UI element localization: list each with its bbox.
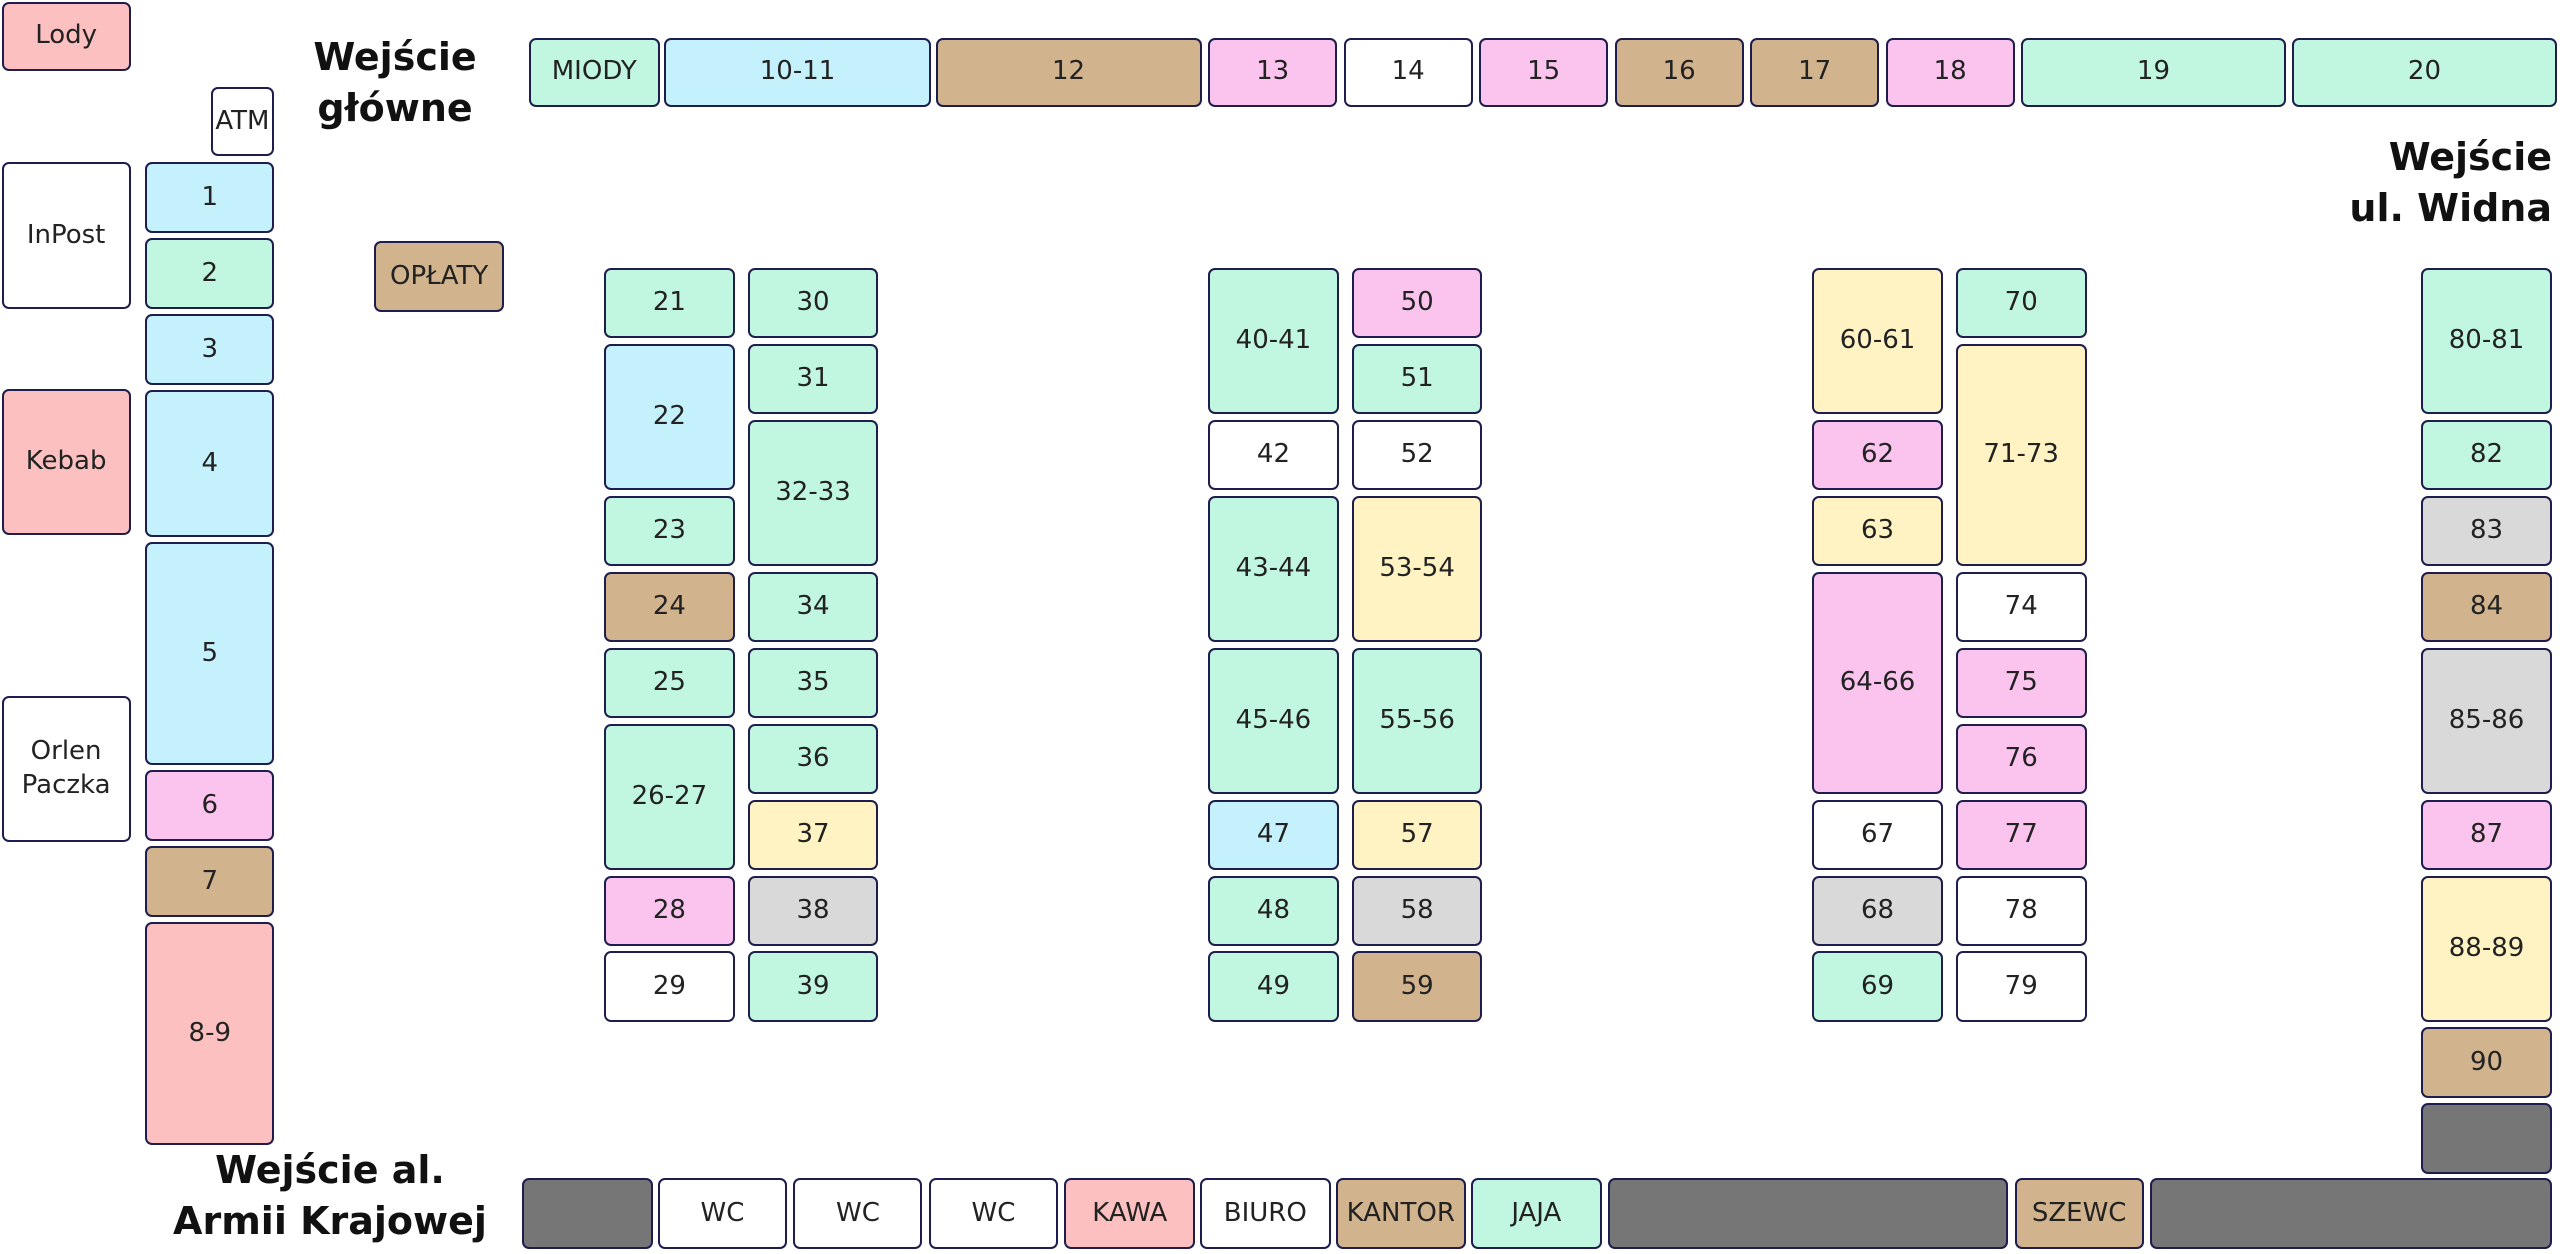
stall: 30 — [747, 267, 879, 338]
stall: 50 — [1351, 267, 1483, 338]
stall: 43-44 — [1208, 495, 1339, 642]
stall: 87 — [2421, 799, 2552, 870]
stall: BIURO — [1200, 1178, 1331, 1250]
stall: 20 — [2292, 37, 2557, 107]
stall: 49 — [1208, 951, 1339, 1022]
stall: 2 — [145, 238, 275, 309]
stall: 1 — [145, 162, 275, 233]
stall: 38 — [747, 875, 879, 946]
stall: 3 — [145, 314, 275, 385]
stall: 17 — [1750, 37, 1880, 107]
stall: 90 — [2421, 1027, 2552, 1098]
stall: 76 — [1955, 723, 2087, 794]
stall: 35 — [747, 647, 879, 718]
stall: Kebab — [1, 389, 131, 536]
stall: 15 — [1479, 37, 1609, 107]
stall: 19 — [2021, 37, 2286, 107]
stall: 52 — [1351, 419, 1483, 490]
stall: 32-33 — [747, 419, 879, 566]
stall: 23 — [604, 495, 735, 566]
stall: JAJA — [1471, 1178, 1602, 1250]
stall: 48 — [1208, 875, 1339, 946]
stall: 12 — [935, 37, 1202, 107]
stall — [2421, 1103, 2552, 1174]
stall: 5 — [145, 542, 275, 765]
stall: KAWA — [1064, 1178, 1196, 1250]
stall — [1608, 1178, 2009, 1250]
stall: 75 — [1955, 647, 2087, 718]
stall: 69 — [1812, 951, 1943, 1022]
stall: 88-89 — [2421, 875, 2552, 1022]
stall: Lody — [1, 1, 131, 71]
stall: 29 — [604, 951, 735, 1022]
stall: 42 — [1208, 419, 1339, 490]
stall: 83 — [2421, 495, 2552, 566]
stall: 37 — [747, 799, 879, 870]
stall: 80-81 — [2421, 267, 2552, 414]
stall: 8-9 — [145, 922, 275, 1145]
stall: 7 — [145, 846, 275, 917]
stall: 36 — [747, 723, 879, 794]
stall: 18 — [1885, 37, 2015, 107]
stall: 74 — [1955, 571, 2087, 642]
stall: 45-46 — [1208, 647, 1339, 794]
stall: 79 — [1955, 951, 2087, 1022]
stall — [522, 1178, 654, 1250]
stall: 25 — [604, 647, 735, 718]
stall: 77 — [1955, 799, 2087, 870]
stall: 59 — [1351, 951, 1483, 1022]
stall: 47 — [1208, 799, 1339, 870]
stall: 58 — [1351, 875, 1483, 946]
entrance-label: Wejście główne — [313, 35, 477, 131]
stall: 22 — [604, 343, 735, 490]
stall: 4 — [145, 390, 275, 537]
stall: WC — [657, 1178, 787, 1250]
stall: Orlen Paczka — [1, 695, 131, 842]
stall — [2150, 1178, 2552, 1250]
stall: OPŁATY — [373, 241, 505, 312]
stall: 64-66 — [1812, 571, 1943, 794]
stall: 39 — [747, 951, 879, 1022]
stall: 68 — [1812, 875, 1943, 946]
stall: 78 — [1955, 875, 2087, 946]
stall: 51 — [1351, 343, 1483, 414]
stall: 63 — [1812, 495, 1943, 566]
stall: MIODY — [528, 37, 660, 107]
stall: KANTOR — [1335, 1178, 1467, 1250]
entrance-label: Wejście al. Armii Krajowej — [173, 1148, 487, 1244]
stall: 57 — [1351, 799, 1483, 870]
stall: 16 — [1614, 37, 1744, 107]
stall: 71-73 — [1955, 343, 2087, 566]
stall: 60-61 — [1812, 267, 1943, 414]
stall: 62 — [1812, 419, 1943, 490]
stall: 14 — [1343, 37, 1473, 107]
stall: 31 — [747, 343, 879, 414]
entrance-label: Wejście ul. Widna — [2349, 135, 2552, 231]
stall: ATM — [210, 86, 275, 156]
stall: 55-56 — [1351, 647, 1483, 794]
stall: 53-54 — [1351, 495, 1483, 642]
stall: 34 — [747, 571, 879, 642]
stall: 40-41 — [1208, 267, 1339, 414]
stall: WC — [793, 1178, 923, 1250]
stall: SZEWC — [2014, 1178, 2144, 1250]
stall: 85-86 — [2421, 647, 2552, 794]
stall: 28 — [604, 875, 735, 946]
stall: 13 — [1208, 37, 1338, 107]
stall: 10-11 — [664, 37, 931, 107]
stall: 26-27 — [604, 723, 735, 870]
stall: 6 — [145, 770, 275, 841]
stall: 21 — [604, 267, 735, 338]
stall: InPost — [1, 162, 131, 309]
stall: 70 — [1955, 267, 2087, 338]
stall: 24 — [604, 571, 735, 642]
stall: 84 — [2421, 571, 2552, 642]
stall: 82 — [2421, 419, 2552, 490]
stall: WC — [928, 1178, 1058, 1250]
stall: 67 — [1812, 799, 1943, 870]
